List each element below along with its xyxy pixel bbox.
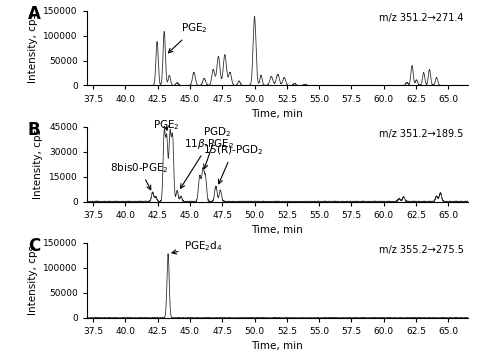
Text: C: C (28, 237, 40, 255)
X-axis label: Time, min: Time, min (251, 109, 303, 119)
Text: m/z 355.2→275.5: m/z 355.2→275.5 (379, 245, 464, 255)
Y-axis label: Intensity, cps: Intensity, cps (27, 245, 38, 315)
Text: A: A (28, 5, 40, 23)
Text: B: B (28, 121, 40, 139)
Text: PGE$_2$: PGE$_2$ (153, 118, 179, 132)
Text: PGE$_2$d$_4$: PGE$_2$d$_4$ (172, 239, 222, 254)
Text: PGE$_2$: PGE$_2$ (168, 22, 208, 53)
Text: m/z 351.2→271.4: m/z 351.2→271.4 (379, 13, 464, 23)
Text: 15(R)-PGD$_2$: 15(R)-PGD$_2$ (203, 144, 264, 184)
Y-axis label: Intensity, cps: Intensity, cps (27, 13, 38, 83)
Y-axis label: Intensity, cps: Intensity, cps (33, 129, 43, 199)
X-axis label: Time, min: Time, min (251, 225, 303, 235)
Text: m/z 351.2→189.5: m/z 351.2→189.5 (379, 129, 464, 139)
Text: PGD$_2$: PGD$_2$ (203, 125, 231, 169)
X-axis label: Time, min: Time, min (251, 341, 303, 351)
Text: 8bis0-PGE$_2$: 8bis0-PGE$_2$ (110, 161, 169, 190)
Text: 11$\beta$-PGE$_2$: 11$\beta$-PGE$_2$ (181, 137, 234, 188)
